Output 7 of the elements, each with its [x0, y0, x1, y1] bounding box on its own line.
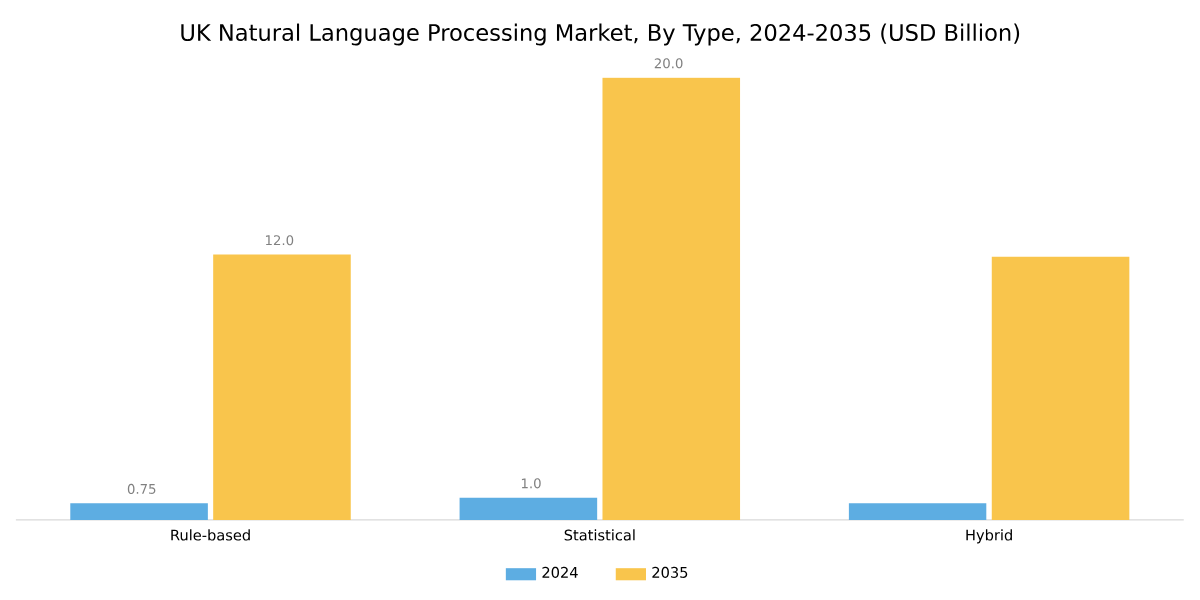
- bar: [70, 503, 208, 520]
- bar: [602, 77, 741, 520]
- bar: [848, 503, 987, 520]
- bar: [459, 497, 598, 520]
- bar: [213, 254, 351, 520]
- chart-title: UK Natural Language Processing Market, By Type, 2024-2035 (USD Billion): [181, 23, 1020, 46]
- bar: [991, 256, 1130, 520]
